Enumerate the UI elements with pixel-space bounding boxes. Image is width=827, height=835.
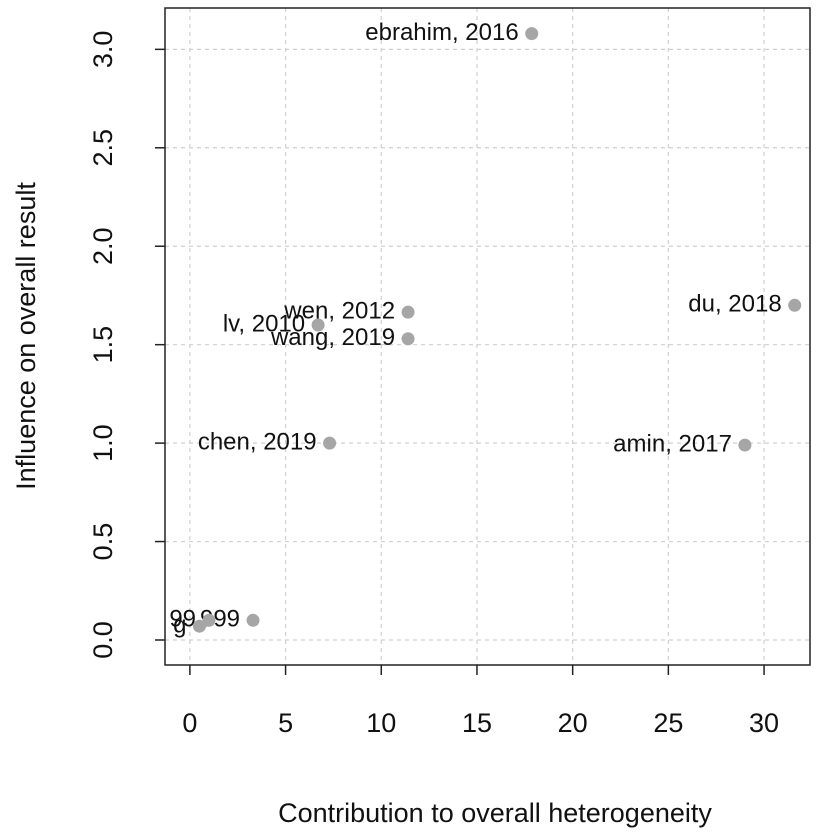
point: [788, 298, 802, 312]
point-label: g: [173, 612, 186, 639]
point: [738, 438, 752, 452]
point-label: du, 2018: [688, 291, 781, 318]
grid: [165, 8, 810, 665]
y-tick-label: 0.0: [88, 621, 118, 659]
point: [323, 436, 337, 450]
x-tick-label: 5: [278, 708, 293, 738]
point-label: lv, 2010: [223, 310, 305, 337]
point: [192, 619, 206, 633]
point-label: ebrahim, 2016: [365, 19, 518, 46]
y-tick-label: 3.0: [88, 31, 118, 69]
point: [246, 613, 260, 627]
x-tick-label: 25: [653, 708, 683, 738]
y-axis-label: Influence on overall result: [11, 182, 41, 490]
x-tick-label: 30: [749, 708, 779, 738]
point: [401, 332, 415, 346]
y-tick-label: 0.5: [88, 523, 118, 561]
x-tick-label: 10: [366, 708, 396, 738]
x-axis-label: Contribution to overall heterogeneity: [278, 798, 712, 828]
x-tick-label: 15: [462, 708, 492, 738]
point-label: chen, 2019: [198, 428, 317, 455]
point: [525, 27, 539, 41]
plot-frame: [164, 7, 811, 666]
y-tick-label: 1.0: [88, 424, 118, 462]
point-label: 99: [169, 606, 196, 633]
y-tick-label: 2.5: [88, 129, 118, 167]
point-label: wang, 2019: [270, 324, 395, 351]
point: [311, 318, 325, 332]
x-tick-label: 0: [182, 708, 197, 738]
point: [401, 305, 415, 319]
point-label: wen, 2012: [283, 298, 395, 325]
y-tick-label: 2.0: [88, 227, 118, 265]
point: [202, 613, 216, 627]
x-tick-label: 20: [558, 708, 588, 738]
y-tick-label: 1.5: [88, 326, 118, 364]
plot-area: ebrahim, 2016 du, 2018 amin, 2017 wen, 2012…: [169, 19, 802, 639]
point-label: amin, 2017: [613, 430, 732, 457]
